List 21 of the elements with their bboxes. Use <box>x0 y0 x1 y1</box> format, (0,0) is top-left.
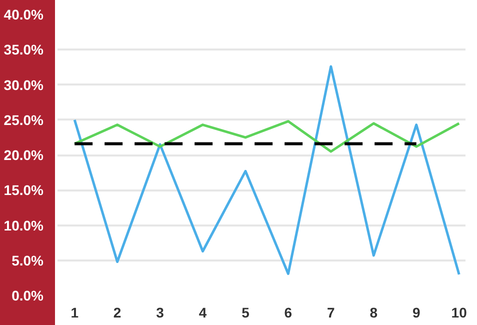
x-tick-label: 4 <box>198 304 207 320</box>
x-tick-label: 8 <box>370 304 378 320</box>
x-tick-label: 2 <box>113 304 122 320</box>
y-tick-label: 5.0% <box>12 252 44 268</box>
y-tick-label: 20.0% <box>4 147 44 163</box>
y-tick-label: 35.0% <box>4 42 44 58</box>
y-tick-label: 25.0% <box>4 112 44 128</box>
y-tick-label: 15.0% <box>4 182 44 198</box>
x-tick-label: 5 <box>242 304 250 320</box>
y-tick-label: 40.0% <box>4 6 44 22</box>
x-tick-label: 7 <box>327 304 336 320</box>
y-tick-label: 10.0% <box>4 217 44 234</box>
x-tick-label: 10 <box>451 304 468 320</box>
line-series <box>73 120 460 153</box>
x-tick-label: 6 <box>284 304 292 320</box>
x-tick-label: 9 <box>412 304 420 320</box>
line-series <box>73 65 460 276</box>
x-tick-label: 3 <box>156 304 164 320</box>
y-tick-label: 30.0% <box>4 76 44 93</box>
y-tick-label: 0.0% <box>12 288 44 304</box>
x-tick-label: 1 <box>70 304 79 320</box>
